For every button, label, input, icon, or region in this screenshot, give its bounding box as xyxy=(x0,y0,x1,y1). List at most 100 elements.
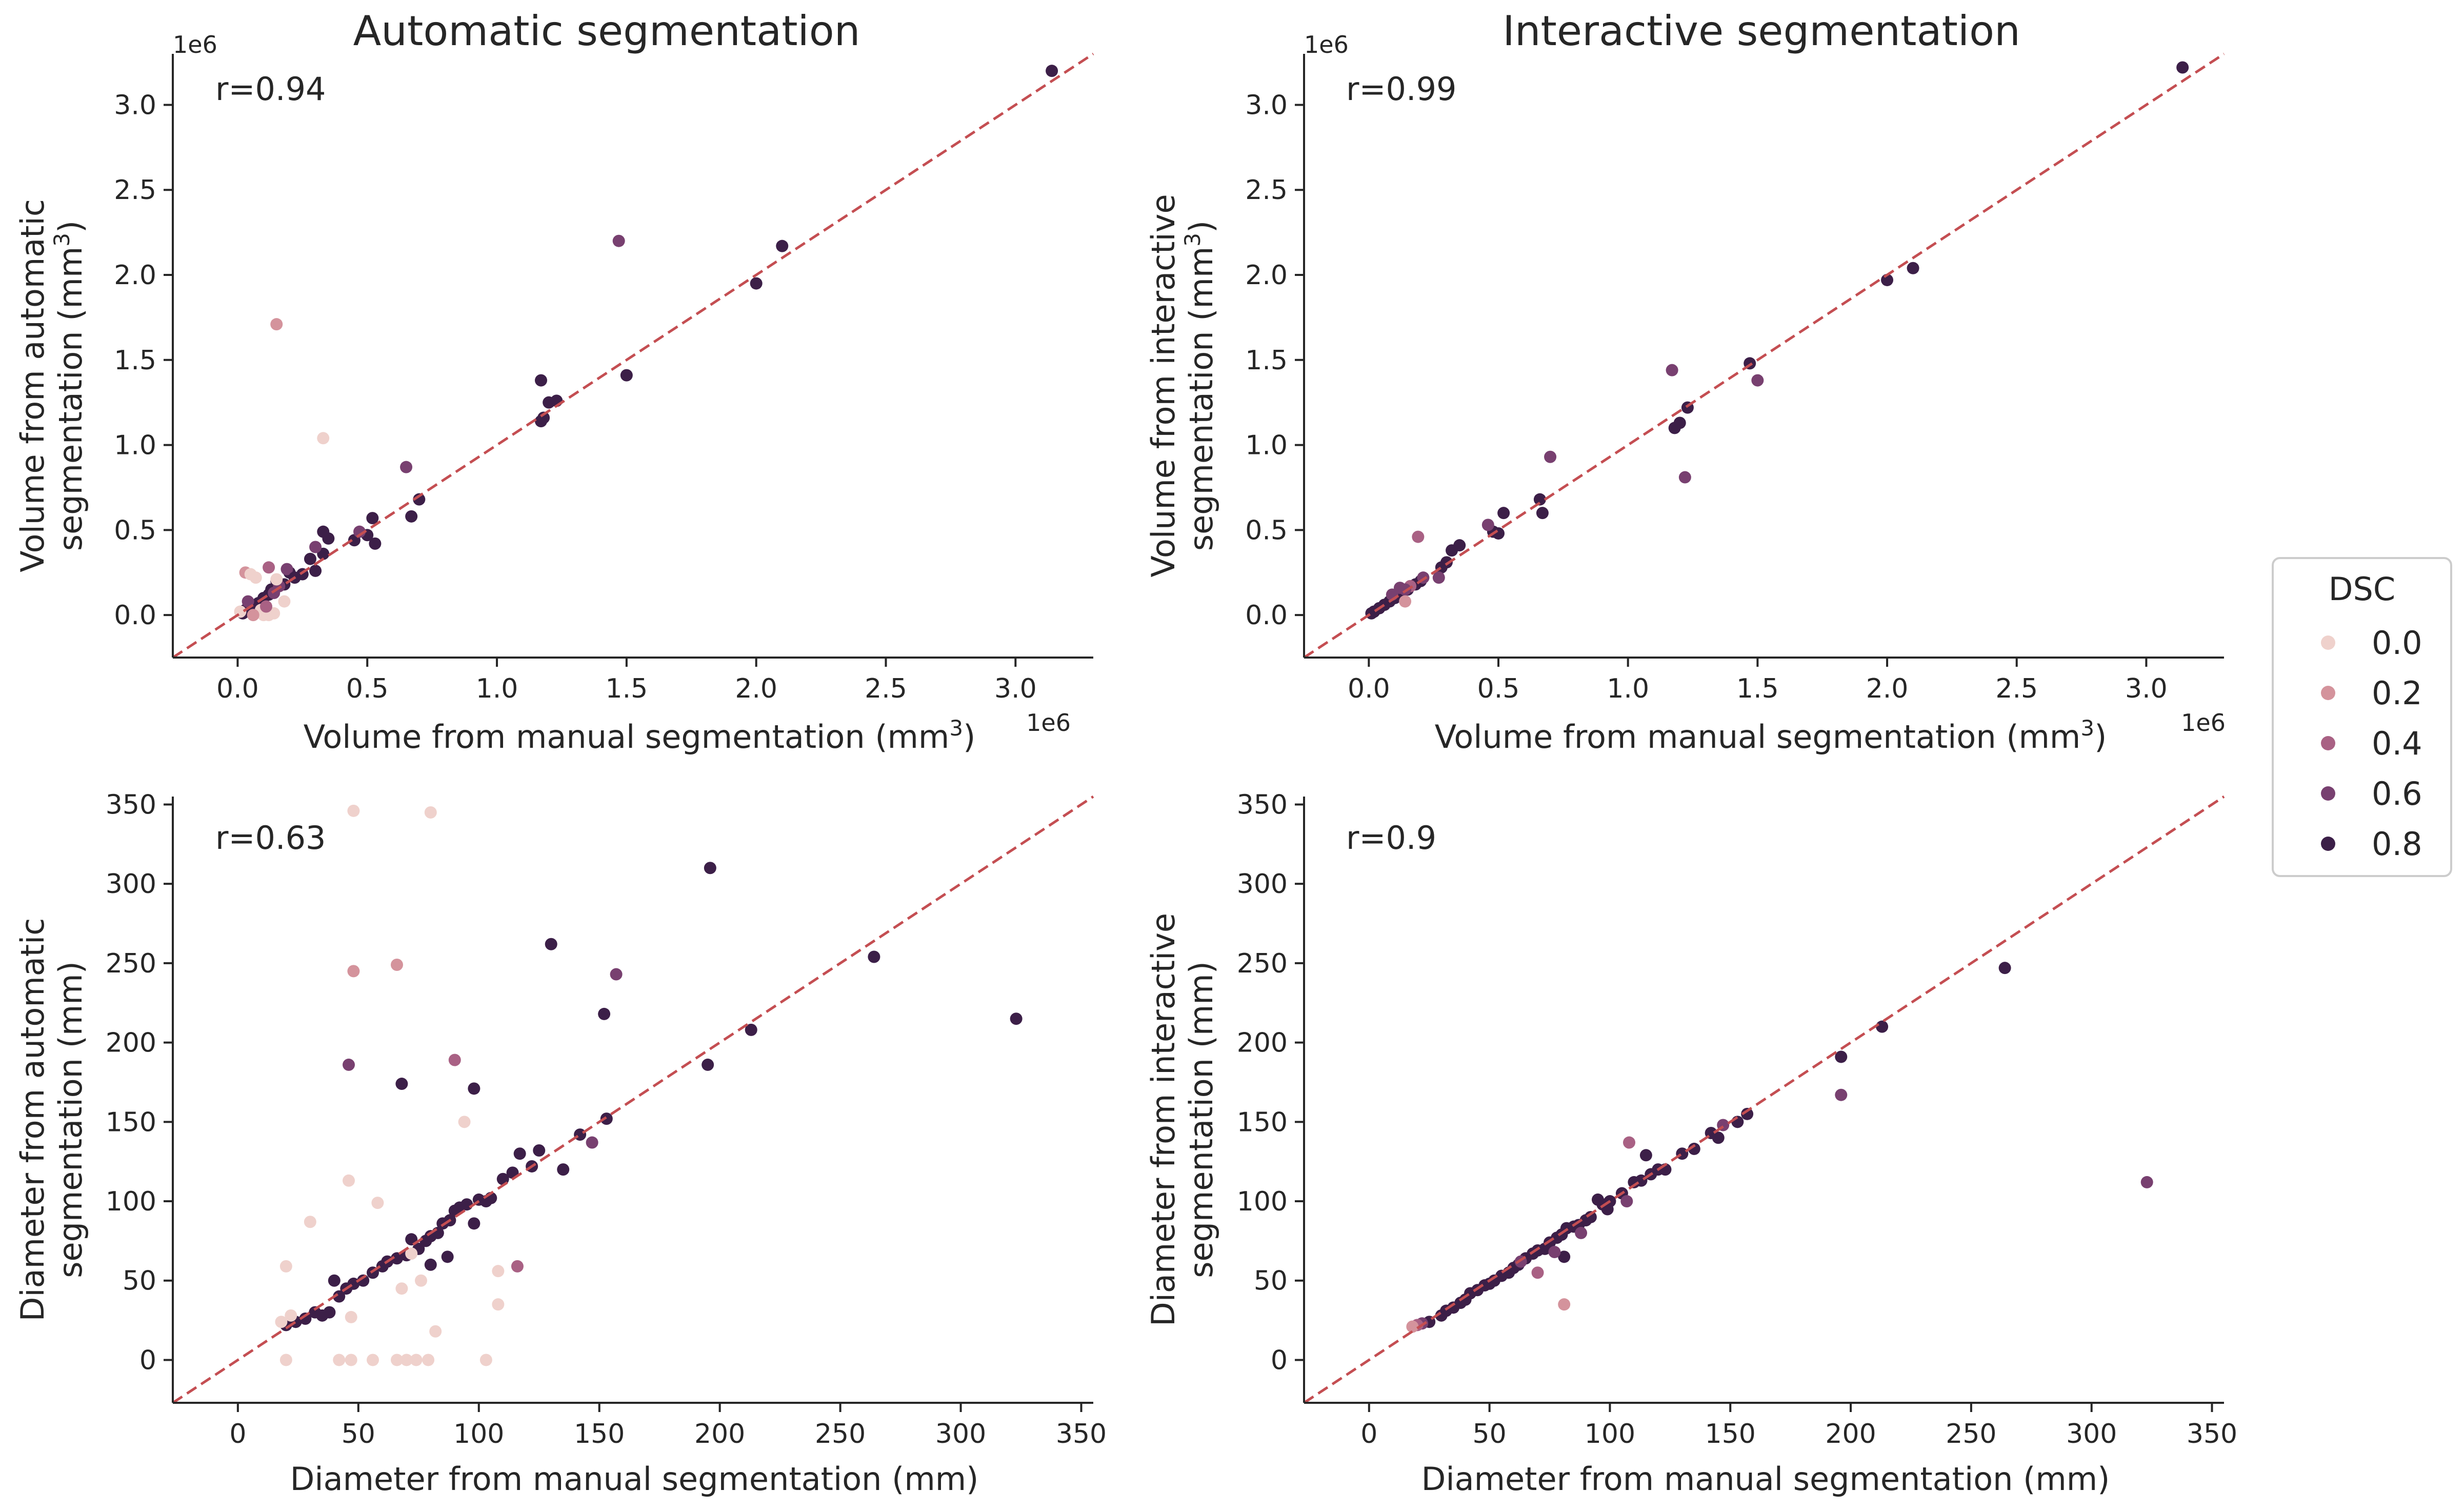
data-point xyxy=(1399,595,1412,608)
y-tick-label: 100 xyxy=(1237,1186,1288,1217)
data-point xyxy=(1046,65,1058,77)
x-ticks: 0.0 0.5 1.0 1.5 2.0 2.5 3.0 xyxy=(216,658,1037,704)
y-tick-label: 200 xyxy=(106,1028,156,1059)
data-point xyxy=(1835,1088,1848,1101)
y-axis-label-line1: Volume from automatic xyxy=(14,199,51,572)
data-point xyxy=(610,968,623,981)
panel-interactive-volume: Interactive segmentation r=0.99 1e6 1e6 … xyxy=(1145,7,2226,756)
x-tick-label: 1.0 xyxy=(1607,673,1649,704)
y-tick-label: 2.5 xyxy=(114,175,156,206)
x-axis-label-sup: 3 xyxy=(2080,716,2094,741)
data-point xyxy=(1907,262,1919,274)
data-point xyxy=(424,806,437,819)
data-point xyxy=(347,965,360,978)
y-tick-label: 1.5 xyxy=(114,345,156,376)
y-axis-label-line2: segmentation (mm3) xyxy=(49,221,90,551)
y-offset-label: 1e6 xyxy=(173,31,217,58)
legend-marker xyxy=(2321,686,2335,700)
data-point xyxy=(1881,273,1894,286)
y-tick-label: 1.0 xyxy=(1245,430,1288,461)
legend-label: 0.8 xyxy=(2372,825,2422,863)
x-tick-label: 0.5 xyxy=(1477,673,1520,704)
data-point xyxy=(281,563,293,575)
data-point xyxy=(345,1310,357,1323)
legend-title: DSC xyxy=(2329,570,2395,608)
y-axis-label-line1: Volume from interactive xyxy=(1145,194,1182,577)
x-ticks: 0 50 100 150 200 250 300 350 xyxy=(1360,1403,2237,1449)
data-point xyxy=(545,938,557,950)
legend-marker xyxy=(2321,736,2335,750)
data-point xyxy=(1639,1149,1652,1162)
y-axis-label-line2-main: segmentation (mm xyxy=(52,247,89,551)
data-point xyxy=(1558,1298,1571,1311)
data-point xyxy=(1673,416,1686,429)
data-point xyxy=(1432,571,1445,584)
data-point xyxy=(1628,1176,1640,1188)
data-point xyxy=(2140,1176,2153,1188)
data-point xyxy=(1835,1050,1848,1063)
data-point xyxy=(304,552,316,565)
panel-interactive-diameter: r=0.9 Diameter from manual segmentation … xyxy=(1145,789,2237,1498)
data-point xyxy=(260,600,273,613)
data-point xyxy=(1678,471,1691,484)
y-tick-label: 150 xyxy=(106,1107,156,1138)
data-point xyxy=(702,1058,714,1071)
data-point xyxy=(322,532,335,545)
data-point xyxy=(317,432,330,445)
data-point xyxy=(511,1260,524,1273)
y-ticks: 0 50 100 150 200 250 300 350 xyxy=(1237,789,1304,1376)
data-point xyxy=(304,1216,316,1228)
x-axis-label-end: ) xyxy=(963,718,975,756)
data-point xyxy=(391,1252,404,1265)
correlation-annotation: r=0.99 xyxy=(1346,70,1457,108)
data-point xyxy=(479,1354,492,1366)
x-tick-label: 200 xyxy=(694,1419,745,1449)
y-axis-label-line2: segmentation (mm) xyxy=(1183,961,1220,1278)
data-point xyxy=(405,510,418,523)
data-point xyxy=(1492,527,1505,540)
dsc-legend: DSC 0.0 0.2 0.4 0.6 0.8 xyxy=(2272,557,2452,877)
x-tick-label: 100 xyxy=(1585,1419,1635,1449)
data-point xyxy=(1712,1131,1725,1144)
y-tick-label: 1.0 xyxy=(114,430,156,461)
data-point xyxy=(436,1217,449,1230)
y-tick-label: 50 xyxy=(123,1266,156,1297)
legend-marker xyxy=(2321,635,2335,650)
data-point xyxy=(1536,507,1549,520)
legend-label: 0.2 xyxy=(2372,674,2422,712)
data-point xyxy=(1558,1250,1571,1263)
data-point xyxy=(309,541,322,553)
x-tick-label: 100 xyxy=(453,1419,504,1449)
y-tick-label: 350 xyxy=(106,789,156,820)
data-point xyxy=(270,573,283,586)
data-point xyxy=(1435,1309,1448,1322)
x-ticks: 0 50 100 150 200 250 300 350 xyxy=(229,1403,1107,1449)
data-point xyxy=(492,1265,505,1278)
data-point xyxy=(1446,544,1458,557)
x-tick-label: 250 xyxy=(1946,1419,1996,1449)
y-axis-label-line2-end: ) xyxy=(52,221,89,233)
data-point xyxy=(275,1316,288,1328)
y-axis-label: Diameter from interactive segmentation (… xyxy=(1145,913,1220,1326)
data-point xyxy=(612,234,625,247)
identity-line xyxy=(1303,795,2225,1404)
x-offset-label: 1e6 xyxy=(1026,709,1071,737)
data-point xyxy=(414,1274,427,1287)
x-tick-label: 2.0 xyxy=(1866,673,1909,704)
x-tick-label: 0.5 xyxy=(346,673,389,704)
x-tick-label: 350 xyxy=(2187,1419,2237,1449)
y-ticks: 0.0 0.5 1.0 1.5 2.0 2.5 3.0 xyxy=(1245,90,1304,631)
x-tick-label: 3.0 xyxy=(994,673,1037,704)
data-point xyxy=(242,595,254,608)
scatter-points xyxy=(1406,962,2153,1333)
x-tick-label: 2.0 xyxy=(735,673,777,704)
data-point xyxy=(1623,1136,1636,1149)
data-point xyxy=(400,461,413,473)
y-axis-label-line2-end: ) xyxy=(1183,221,1220,233)
y-ticks: 0.0 0.5 1.0 1.5 2.0 2.5 3.0 xyxy=(114,90,173,631)
data-point xyxy=(620,369,633,382)
correlation-annotation: r=0.63 xyxy=(215,819,326,857)
data-point xyxy=(492,1298,505,1311)
y-tick-label: 0.5 xyxy=(1245,515,1288,546)
